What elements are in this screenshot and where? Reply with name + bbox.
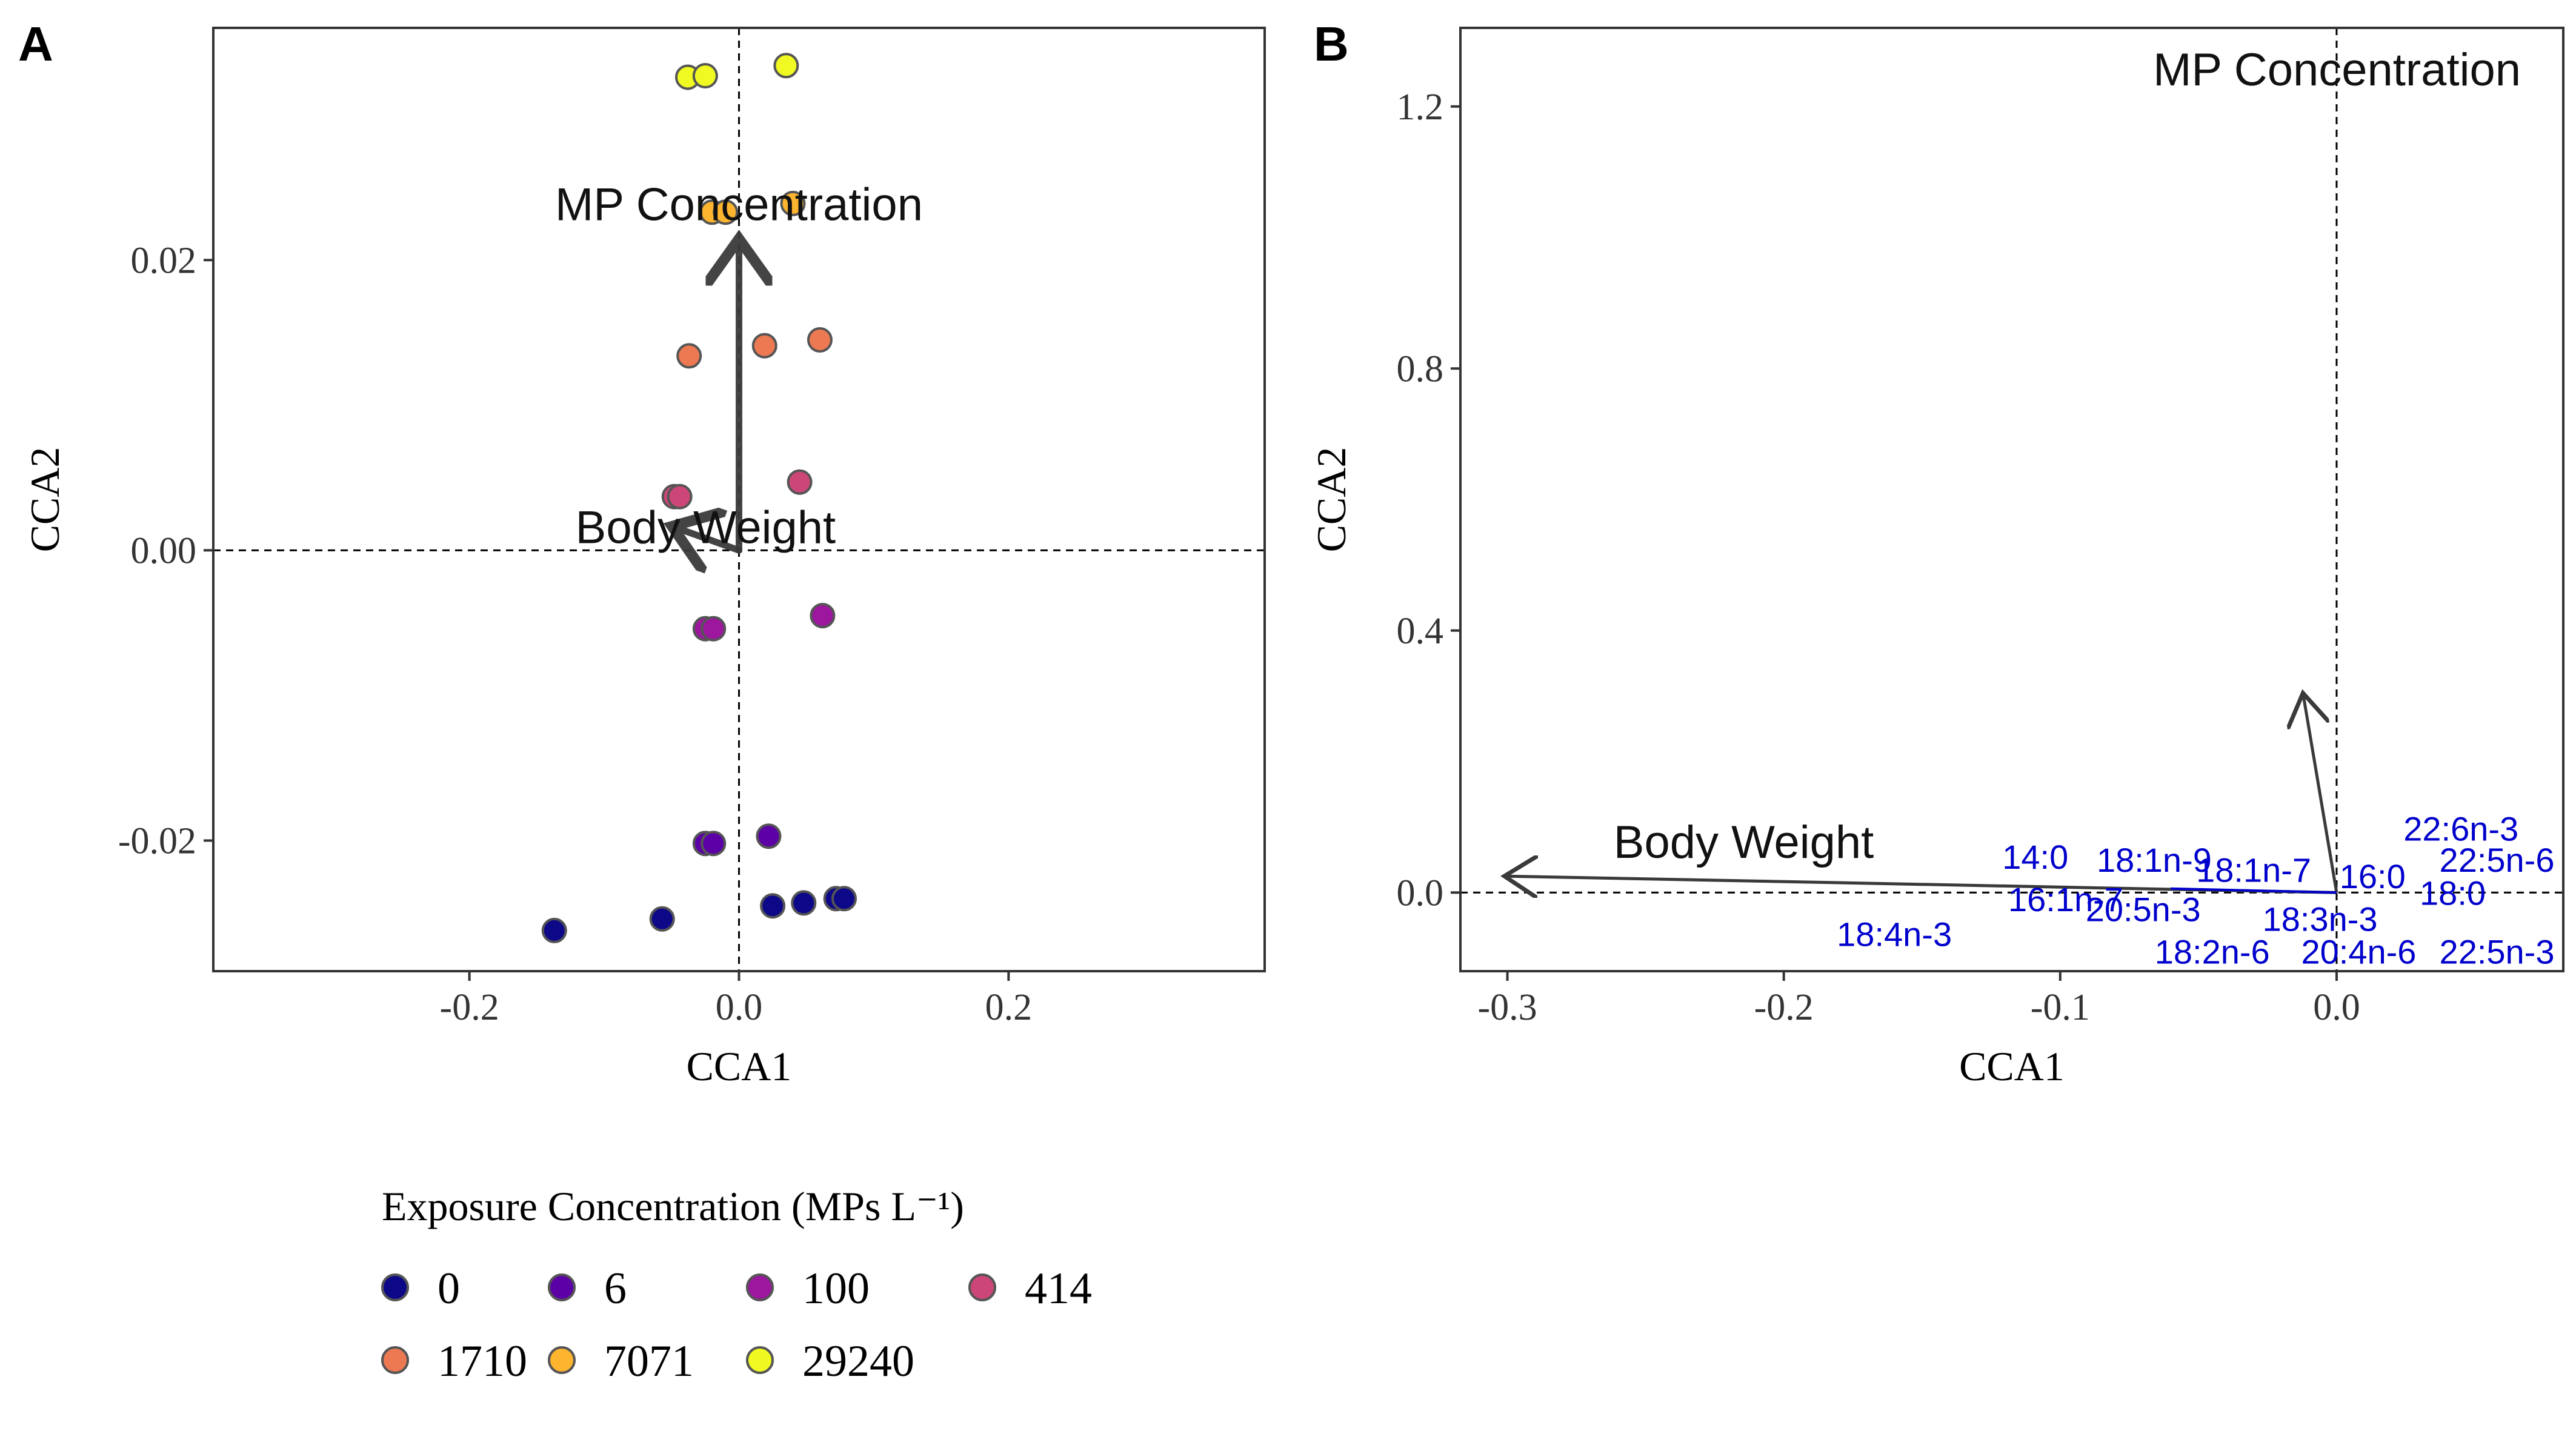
x-tick-label: 0.0 (2313, 987, 2360, 1028)
legend-swatch-29240 (746, 1346, 774, 1374)
legend-label-1710: 1710 (438, 1336, 527, 1386)
panel-b-x-axis-title: CCA1 (1959, 1043, 2065, 1089)
panel-b-frame (1459, 27, 2564, 972)
fatty-acid-label-18-3n-3: 18:3n-3 (2263, 900, 2378, 938)
legend-swatch-414 (968, 1273, 996, 1301)
point-group-0 (649, 906, 675, 932)
point-group-414 (787, 469, 813, 495)
point-group-1710 (751, 333, 777, 359)
point-group-6 (756, 823, 782, 849)
vector-label-mp-concentration: MP Concentration (2153, 44, 2521, 96)
fatty-acid-label-18-2n-6: 18:2n-6 (2155, 933, 2270, 971)
panel-a-x-ticks: -0.2 0.0 0.2 (440, 971, 1033, 1028)
fatty-acid-label-18-1n-7: 18:1n-7 (2196, 851, 2311, 889)
point-group-0 (541, 917, 567, 943)
panel-b-y-axis-title: CCA2 (1308, 447, 1354, 553)
y-tick-label: 1.2 (1397, 87, 1444, 128)
fatty-acid-label-22-6n-3: 22:6n-3 (2403, 809, 2518, 848)
panel-b: B 14:0 18:1n-918:1n-7 16:022:6n-322:5n-618… (1308, 17, 2564, 1089)
legend-label-100: 100 (802, 1264, 870, 1313)
vector-arrow-mp-concentration (2303, 696, 2338, 893)
panel-a-letter: A (18, 17, 53, 71)
legend-swatch-1710 (381, 1346, 409, 1374)
vector-arrow-body-weight (678, 528, 742, 550)
panel-a-y-ticks: -0.02 0.00 0.02 (118, 240, 213, 862)
fatty-acid-label-20-5n-3: 20:5n-3 (2086, 890, 2201, 928)
y-tick-label: 0.02 (131, 240, 197, 281)
legend-label-29240: 29240 (802, 1336, 914, 1386)
x-tick-label: -0.3 (1477, 987, 1537, 1028)
point-group-1710 (676, 343, 702, 369)
point-group-0 (760, 893, 786, 919)
fatty-acid-label-20-4n-6: 20:4n-6 (2301, 933, 2416, 971)
point-group-1710 (807, 327, 833, 353)
legend-items: 0 6 100 414 1710 7071 29240 (381, 1264, 1092, 1386)
fatty-acid-label-22-5n-3: 22:5n-3 (2440, 933, 2555, 971)
y-tick-label: 0.00 (131, 530, 197, 571)
point-group-0 (831, 886, 857, 912)
point-group-6 (701, 831, 727, 857)
panel-b-x-ticks: -0.3 -0.2 -0.1 0.0 (1477, 971, 2360, 1028)
x-tick-label: -0.2 (440, 987, 499, 1028)
legend-label-414: 414 (1025, 1264, 1092, 1313)
legend-swatch-0 (381, 1273, 409, 1301)
panel-b-vector-labels: MP Concentration Body Weight (1614, 44, 2521, 868)
legend-label-7071: 7071 (604, 1336, 694, 1386)
x-tick-label: -0.1 (2031, 987, 2090, 1028)
panel-b-reference-lines (1460, 28, 2563, 971)
panel-b-vectors (1508, 696, 2338, 894)
fatty-acid-label-18-0: 18:0 (2420, 874, 2486, 912)
y-tick-label: 0.0 (1397, 872, 1444, 914)
fatty-acid-arrow (2171, 887, 2337, 894)
legend: Exposure Concentration (MPs L⁻¹) 0 6 100 41… (381, 1183, 1092, 1386)
legend-swatch-100 (746, 1273, 774, 1301)
point-group-100 (810, 603, 836, 629)
x-tick-label: 0.0 (716, 987, 763, 1028)
fatty-acid-label-16-0: 16:0 (2340, 857, 2406, 895)
panel-a-x-axis-title: CCA1 (687, 1043, 792, 1089)
y-tick-label: -0.02 (118, 820, 196, 862)
x-tick-label: 0.2 (985, 987, 1033, 1028)
x-tick-label: -0.2 (1754, 987, 1814, 1028)
fatty-acid-label-14-0: 14:0 (2002, 838, 2068, 876)
fatty-acid-label-18-1n-9: 18:1n-9 (2097, 841, 2212, 879)
panel-b-fatty-acid-labels: 14:0 18:1n-918:1n-7 16:0 22:6n-322:5n-618:0… (1837, 809, 2554, 971)
point-group-29240 (773, 53, 799, 79)
point-group-0 (791, 890, 817, 916)
vector-label-body-weight: Body Weight (1614, 817, 1874, 868)
point-group-414 (667, 483, 693, 510)
legend-title: Exposure Concentration (MPs L⁻¹) (382, 1183, 964, 1229)
panel-b-y-ticks: 0.0 0.4 0.8 1.2 (1397, 87, 1460, 914)
legend-label-6: 6 (604, 1264, 627, 1313)
legend-swatch-7071 (548, 1346, 576, 1374)
panel-a-points (541, 53, 857, 943)
point-group-100 (701, 616, 727, 642)
panel-a-vector-labels: MP Concentration Body Weight (555, 179, 923, 553)
panel-a-vectors (678, 245, 739, 550)
panel-a: A MP Concentration Body Weight -0.2 0.0 0.2… (18, 17, 1266, 1089)
legend-label-0: 0 (438, 1264, 460, 1313)
fatty-acid-label-22-5n-6: 22:5n-6 (2440, 841, 2555, 879)
point-group-7071 (780, 190, 806, 216)
fatty-acid-label-16-1n-7: 16:1n-7 (2008, 880, 2123, 918)
vector-label-mp-concentration: MP Concentration (555, 179, 923, 230)
y-tick-label: 0.8 (1397, 348, 1444, 390)
point-group-29240 (692, 63, 718, 89)
panel-a-y-axis-title: CCA2 (22, 447, 68, 553)
y-tick-label: 0.4 (1397, 611, 1444, 652)
vector-label-body-weight: Body Weight (576, 502, 836, 553)
fatty-acid-label-18-4n-3: 18:4n-3 (1837, 915, 1952, 953)
point-group-7071 (713, 199, 739, 225)
legend-swatch-6 (548, 1273, 576, 1301)
panel-b-letter: B (1314, 17, 1349, 71)
